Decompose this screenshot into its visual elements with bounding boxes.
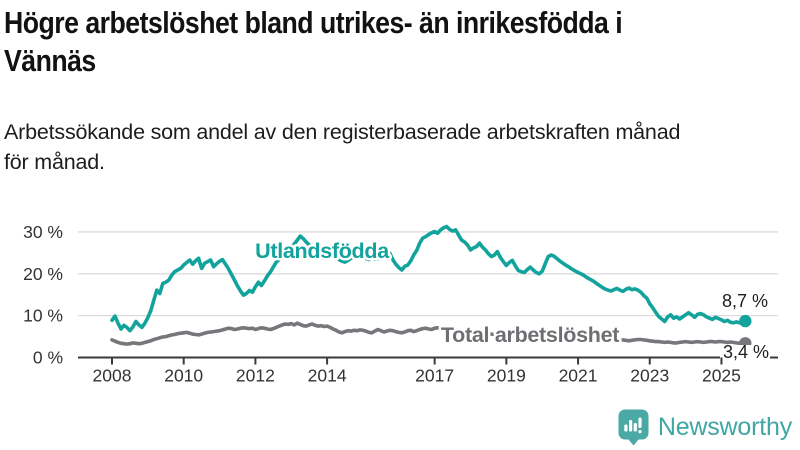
x-axis-ticks: 2008 2010 2012 2014 2017 2019 2021 2023 2025 (93, 357, 741, 385)
page-subtitle: Arbetssökande som andel av den registerb… (4, 117, 680, 177)
x-tick-label-2008: 2008 (93, 365, 132, 385)
y-tick-label-10: 10 % (23, 306, 63, 326)
brand-footer[interactable]: Newsworthy (618, 409, 792, 446)
page-subtitle-line1: Arbetssökande som andel av den registerb… (4, 120, 681, 144)
end-value-label-total: 3,4 % (723, 342, 769, 362)
page-title-line2: Vännäs (4, 43, 96, 78)
y-tick-label-30: 30 % (23, 222, 63, 242)
newsworthy-logo-icon (618, 409, 649, 446)
gridlines (78, 231, 778, 317)
page-subtitle-line2: för månad. (4, 150, 105, 174)
x-tick-label-2010: 2010 (164, 365, 203, 385)
y-tick-label-0: 0 % (33, 348, 63, 368)
x-tick-label-2012: 2012 (236, 365, 275, 385)
page-title-line1: Högre arbetslöshet bland utrikes- än inr… (4, 5, 623, 40)
x-tick-label-2023: 2023 (630, 365, 669, 385)
series-label-total-arbetsloshet: Total arbetslöshet (441, 323, 619, 347)
x-tick-label-2014: 2014 (308, 365, 347, 385)
x-tick-label-2019: 2019 (487, 365, 526, 385)
series-line-utlandsfodda (110, 224, 748, 333)
end-label-background (720, 345, 770, 359)
y-tick-label-20: 20 % (23, 264, 63, 284)
series-label-utlandsfodda: Utlandsfödda (255, 239, 390, 263)
series-line-total-arbetsloshet (110, 321, 748, 346)
brand-name: Newsworthy (657, 413, 792, 441)
page-title: Högre arbetslöshet bland utrikes- än inr… (4, 4, 723, 80)
x-tick-label-2025: 2025 (702, 365, 741, 385)
x-tick-label-2021: 2021 (559, 365, 598, 385)
end-value-label-utlandsfodda: 8,7 % (722, 291, 768, 311)
series-end-dot-utlandsfodda (739, 314, 752, 328)
x-tick-label-2017: 2017 (415, 365, 454, 385)
y-axis-labels: 0 % 10 % 20 % 30 % (23, 222, 63, 368)
